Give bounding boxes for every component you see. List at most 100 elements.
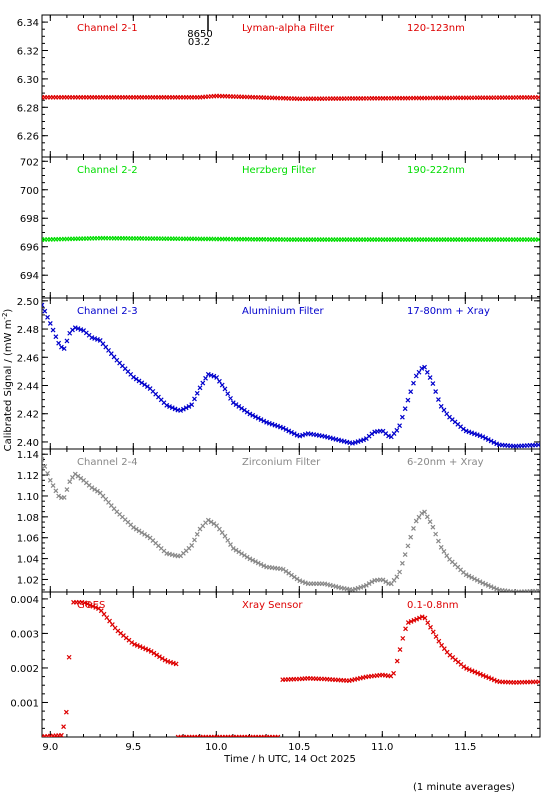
data-point xyxy=(87,602,93,608)
data-point xyxy=(414,616,420,622)
data-point xyxy=(438,544,444,550)
x-tick-label: 10.0 xyxy=(205,742,227,753)
data-point xyxy=(480,580,486,586)
panel-frame xyxy=(41,591,541,738)
data-point xyxy=(134,643,140,648)
data-point xyxy=(466,573,472,579)
data-point xyxy=(133,376,139,382)
data-point xyxy=(480,672,486,678)
data-point xyxy=(142,531,147,537)
data-point xyxy=(143,646,149,652)
data-point xyxy=(535,237,540,243)
data-point xyxy=(205,517,211,523)
data-point xyxy=(466,667,472,673)
data-point xyxy=(89,485,95,491)
y-tick-label: 2.40 xyxy=(17,438,39,449)
data-point xyxy=(42,463,48,469)
data-point xyxy=(64,338,70,344)
data-point xyxy=(159,655,165,661)
data-point xyxy=(137,644,143,650)
data-point xyxy=(203,375,208,381)
marker-label-top: 8650 xyxy=(187,29,212,40)
y-tick-label: 0.002 xyxy=(10,664,39,675)
data-point xyxy=(140,645,146,651)
filter-label: Lyman-alpha Filter xyxy=(242,23,335,34)
data-point xyxy=(433,531,439,537)
y-tick-label: 2.44 xyxy=(17,381,39,392)
data-point xyxy=(489,676,494,682)
data-point xyxy=(411,617,417,623)
data-point xyxy=(444,553,450,559)
data-point xyxy=(483,581,488,587)
data-point xyxy=(239,551,245,557)
panel-frame xyxy=(41,297,541,450)
channel-label: Channel 2-3 xyxy=(77,306,138,317)
data-point xyxy=(47,321,53,326)
panel-3: 2.40 2.42 2.44 2.46 2.48 2.50 Channel 2-3 Alumi… xyxy=(17,297,541,450)
data-point xyxy=(491,585,497,591)
data-point xyxy=(403,626,408,632)
panel-4: 1.02 1.04 1.06 1.08 1.10 1.12 1.14 Channel 2-4 Z… xyxy=(17,448,541,593)
data-point xyxy=(244,409,250,415)
y-tick-label: 702 xyxy=(20,157,39,168)
data-point xyxy=(488,438,494,444)
data-point xyxy=(247,411,253,417)
y-tick-label: 0.003 xyxy=(10,629,39,640)
data-point xyxy=(480,434,486,440)
band-label: 0.1-0.8nm xyxy=(407,600,459,611)
y-tick-label: 698 xyxy=(20,214,39,225)
data-point xyxy=(50,327,56,333)
data-point xyxy=(216,378,222,384)
data-point xyxy=(95,488,100,494)
data-point xyxy=(139,380,145,386)
data-point xyxy=(361,583,366,589)
data-point xyxy=(436,538,441,544)
data-point xyxy=(78,327,84,332)
data-point xyxy=(463,572,469,578)
data-point xyxy=(411,380,416,386)
data-point xyxy=(261,563,267,569)
data-point xyxy=(53,488,59,494)
data-point xyxy=(363,582,369,588)
data-point xyxy=(90,603,96,609)
data-point xyxy=(194,531,200,537)
data-point xyxy=(219,382,225,388)
data-point xyxy=(56,340,62,346)
data-point xyxy=(391,670,397,676)
data-point xyxy=(236,404,242,409)
data-point xyxy=(477,433,483,439)
data-point xyxy=(178,408,184,413)
data-series xyxy=(42,302,540,449)
data-point xyxy=(253,559,258,565)
marker-label-bottom: 03.2 xyxy=(188,37,210,48)
data-point xyxy=(477,579,483,585)
data-point xyxy=(405,620,411,626)
data-point xyxy=(129,640,135,645)
data-point xyxy=(289,572,294,578)
data-point xyxy=(486,675,492,681)
data-point xyxy=(258,561,264,567)
y-tick-label: 700 xyxy=(20,186,39,197)
data-point xyxy=(164,402,170,408)
data-point xyxy=(180,406,186,412)
data-point xyxy=(145,647,151,653)
data-point xyxy=(291,431,297,437)
data-point xyxy=(535,94,540,100)
data-point xyxy=(408,619,414,624)
data-point xyxy=(236,549,242,555)
data-point xyxy=(535,442,540,448)
data-point xyxy=(380,577,386,583)
data-point xyxy=(47,477,53,483)
filter-label: Aluminium Filter xyxy=(242,306,325,317)
data-point xyxy=(469,668,475,674)
y-axis-title-end: ) xyxy=(3,309,14,313)
data-point xyxy=(366,581,372,587)
data-point xyxy=(300,579,306,585)
data-point xyxy=(42,457,45,462)
data-point xyxy=(425,620,431,626)
data-point xyxy=(167,404,172,409)
data-point xyxy=(189,543,195,548)
y-tick-label: 2.46 xyxy=(17,353,39,364)
